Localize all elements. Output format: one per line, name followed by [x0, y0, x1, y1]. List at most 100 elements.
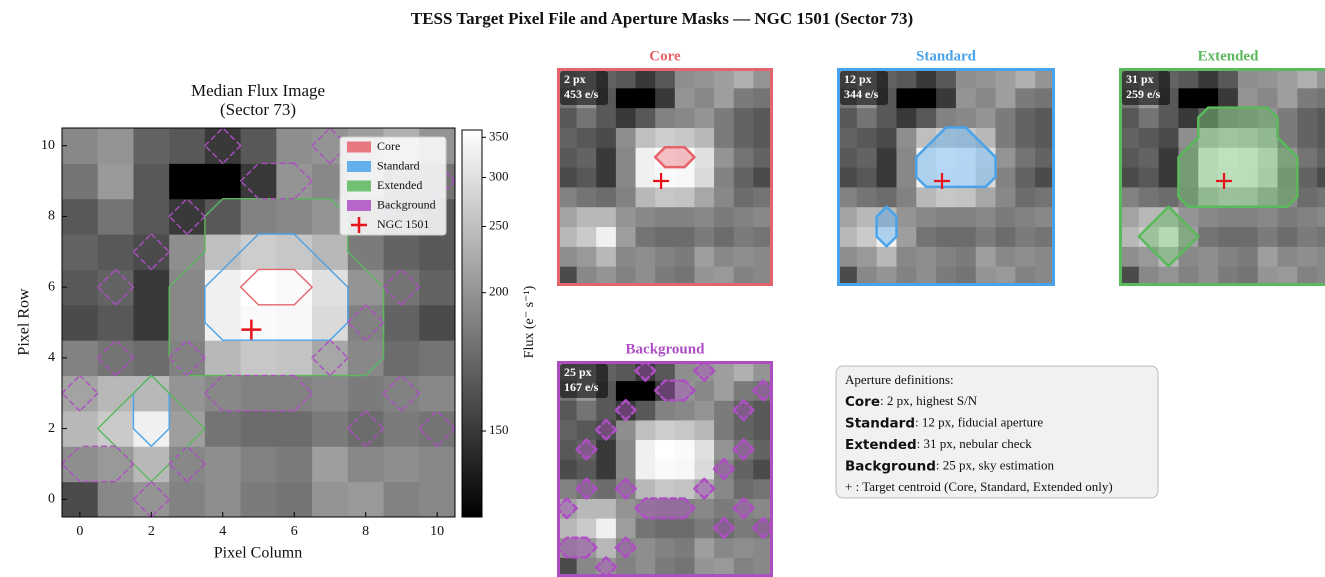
pixel: [1257, 167, 1279, 188]
pixel: [97, 269, 134, 306]
info-line: Background: 25 px, sky estimation: [845, 457, 1054, 474]
pixel: [133, 481, 170, 518]
pixel: [1218, 147, 1239, 168]
pixel: [733, 380, 754, 401]
pixel: [674, 167, 695, 188]
pixel: [557, 167, 578, 188]
aperture-fill: [566, 537, 587, 548]
info-term: Background: [845, 459, 936, 475]
pixel: [312, 340, 349, 377]
pixel: [896, 167, 917, 188]
pixel: [733, 478, 754, 499]
pixel: [1297, 266, 1318, 286]
pixel: [1178, 107, 1199, 128]
pixel: [1257, 127, 1279, 148]
pixel: [576, 459, 597, 480]
pixel: [1317, 107, 1325, 128]
pixel: [753, 186, 773, 208]
y-axis-label: Pixel Row: [16, 288, 33, 356]
pixel: [1277, 107, 1298, 128]
pixel: [576, 419, 597, 441]
pixel: [753, 518, 773, 539]
pixel: [615, 68, 637, 89]
pixel: [714, 498, 735, 519]
pixel: [753, 226, 773, 247]
aperture-fill: [1227, 156, 1249, 178]
pixel: [557, 246, 578, 267]
y-tick-label: 8: [48, 209, 55, 224]
pixel: [1218, 107, 1239, 128]
pixel: [1198, 87, 1219, 109]
info-text: : 12 px, fiducial aperture: [915, 414, 1043, 429]
pixel: [837, 127, 858, 148]
pixel: [576, 557, 597, 577]
panel-frame: [1119, 68, 1325, 286]
aperture-fill: [1267, 117, 1278, 138]
pixel: [240, 375, 277, 412]
figure-title: TESS Target Pixel File and Aperture Mask…: [411, 9, 913, 28]
pixel: [995, 167, 1016, 188]
pixel: [995, 68, 1016, 89]
pixel: [694, 167, 715, 188]
pixel: [615, 361, 637, 382]
pixel: [1035, 206, 1055, 228]
pixel: [837, 266, 858, 286]
pixel: [1277, 167, 1298, 188]
pixel: [204, 481, 242, 518]
pixel: [936, 246, 957, 267]
pixel: [1119, 107, 1140, 128]
pixel: [876, 107, 897, 128]
pixel: [1138, 107, 1160, 128]
pixel: [1237, 68, 1259, 89]
pixel: [714, 206, 735, 228]
pixel: [655, 400, 676, 421]
info-text: : 25 px, sky estimation: [936, 457, 1055, 472]
pixel: [694, 206, 715, 228]
pixel: [576, 186, 597, 208]
pixel: [1218, 226, 1239, 247]
pixel: [694, 400, 715, 421]
colorbar-tick-label: 150: [489, 422, 509, 437]
pixel: [62, 234, 99, 270]
aperture-fill: [925, 156, 947, 178]
pixel: [347, 340, 385, 377]
pixel: [615, 419, 637, 441]
pixel: [733, 147, 754, 168]
pixel: [240, 128, 277, 164]
pixel: [576, 246, 597, 267]
legend-swatch: [347, 180, 371, 192]
pixel: [1035, 186, 1055, 208]
pixel: [837, 206, 858, 228]
pixel: [596, 127, 617, 148]
pixel: [1218, 127, 1239, 148]
aperture-fill: [1267, 156, 1288, 178]
pixel: [995, 127, 1016, 148]
legend-label: Core: [377, 139, 400, 153]
aperture-fill: [1207, 196, 1229, 208]
pixel: [596, 186, 617, 208]
pixel: [655, 439, 676, 460]
pixel: [694, 361, 715, 382]
aperture-fill: [1247, 196, 1268, 208]
pixel: [576, 107, 597, 128]
pixel: [916, 186, 937, 208]
pixel: [1218, 246, 1239, 267]
pixel: [936, 147, 957, 168]
pixel: [714, 557, 735, 577]
pixel: [694, 419, 715, 441]
pixel: [1035, 226, 1055, 247]
pixel: [1317, 167, 1325, 188]
y-tick-label: 4: [48, 350, 55, 365]
pixel: [1198, 186, 1219, 208]
pixel: [916, 87, 937, 109]
legend-label: NGC 1501: [377, 217, 429, 231]
pixel: [936, 186, 957, 208]
pixel: [753, 478, 773, 499]
pixel: [936, 68, 957, 89]
pixel: [576, 226, 597, 247]
pixel: [133, 198, 170, 235]
pixel: [1237, 266, 1259, 286]
pixel: [733, 127, 754, 148]
pixel: [635, 107, 656, 128]
pixel: [753, 361, 773, 382]
